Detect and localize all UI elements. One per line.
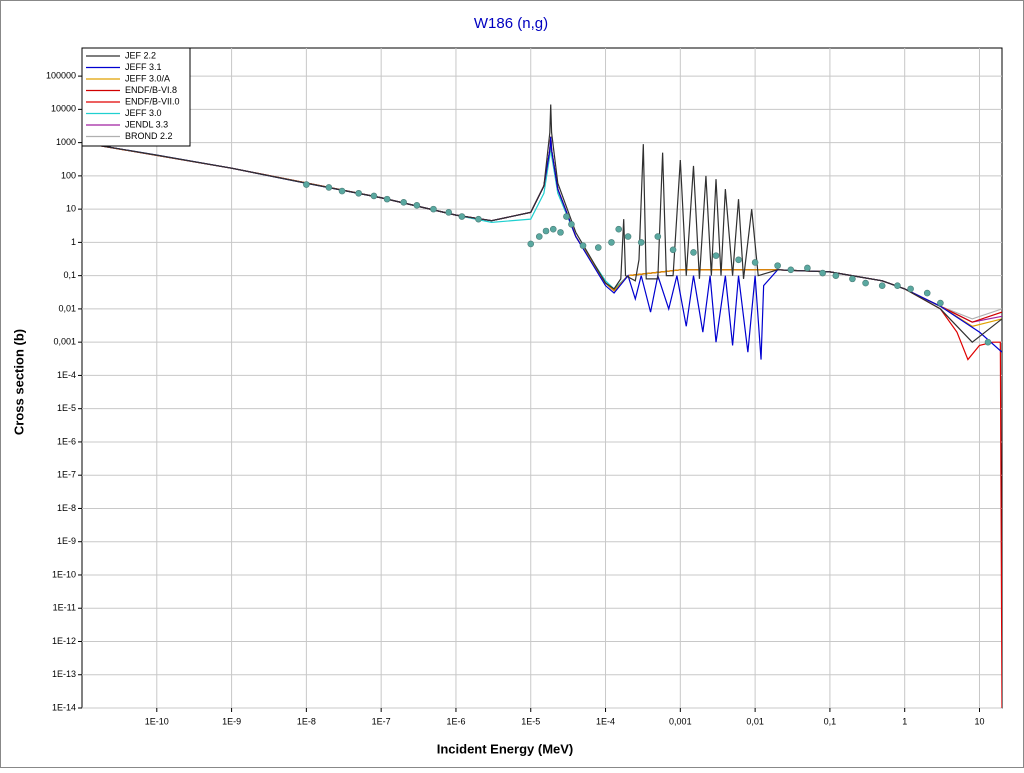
legend-label: ENDF/B-VII.0 (125, 96, 180, 106)
data-marker (804, 264, 811, 272)
x-tick-label: 0,001 (669, 716, 692, 726)
y-tick-label: 100000 (46, 70, 76, 80)
data-marker (819, 269, 826, 277)
x-tick-label: 10 (974, 716, 984, 726)
data-marker (338, 187, 346, 195)
data-marker (637, 239, 645, 246)
x-tick-label: 1E-9 (222, 716, 241, 726)
series-line (82, 104, 1002, 343)
x-tick-label: 0,1 (824, 716, 837, 726)
legend-label: BROND 2.2 (125, 131, 173, 141)
data-marker (413, 202, 421, 209)
data-marker (568, 220, 575, 228)
data-marker (557, 229, 564, 236)
data-marker (527, 240, 535, 248)
y-tick-label: 1E-14 (52, 702, 76, 712)
legend-label: JEFF 3.1 (125, 62, 162, 72)
data-marker (475, 215, 482, 223)
data-marker (400, 199, 407, 206)
y-tick-label: 1000 (56, 137, 76, 147)
data-marker (355, 189, 362, 197)
data-marker (458, 213, 466, 220)
data-marker (370, 192, 378, 200)
y-tick-label: 10000 (51, 104, 76, 114)
data-marker (878, 282, 886, 289)
legend-label: JEF 2.2 (125, 50, 156, 60)
x-axis-label: Incident Energy (MeV) (437, 741, 574, 756)
y-tick-label: 0,001 (53, 337, 76, 347)
data-marker (535, 233, 543, 240)
data-marker (787, 266, 795, 274)
data-marker (445, 209, 453, 216)
y-tick-label: 0,01 (58, 303, 76, 313)
x-tick-label: 1E-6 (446, 716, 465, 726)
y-tick-label: 1E-5 (57, 403, 76, 413)
y-tick-label: 100 (61, 170, 76, 180)
data-marker (563, 213, 570, 220)
data-marker (894, 282, 901, 289)
data-marker (325, 184, 333, 191)
x-tick-label: 1 (902, 716, 907, 726)
y-tick-label: 1E-8 (57, 503, 76, 513)
legend-label: JEFF 3.0 (125, 108, 162, 118)
data-marker (862, 279, 869, 287)
y-tick-label: 1E-4 (57, 370, 76, 380)
y-tick-label: 0,1 (63, 270, 76, 280)
legend-label: ENDF/B-VI.8 (125, 85, 177, 95)
chart-title: W186 (n,g) (474, 15, 548, 32)
data-marker (907, 285, 914, 293)
data-marker (735, 256, 742, 264)
x-tick-label: 1E-5 (521, 716, 540, 726)
x-tick-label: 1E-8 (297, 716, 316, 726)
legend-label: JENDL 3.3 (125, 119, 168, 129)
x-tick-label: 0,01 (746, 716, 764, 726)
data-marker (549, 225, 557, 233)
y-tick-label: 1E-9 (57, 536, 76, 546)
y-axis-label: Cross section (b) (11, 329, 26, 435)
data-marker (669, 246, 677, 254)
data-marker (751, 259, 759, 266)
data-marker (923, 289, 931, 297)
data-marker (654, 233, 662, 240)
x-tick-label: 1E-7 (372, 716, 391, 726)
y-tick-label: 1E-11 (53, 603, 76, 613)
data-marker (383, 195, 391, 203)
y-tick-label: 1E-6 (57, 436, 76, 446)
data-marker (542, 227, 550, 235)
y-tick-label: 1 (71, 237, 76, 247)
data-marker (594, 244, 602, 251)
data-marker (849, 275, 856, 283)
y-tick-label: 10 (66, 204, 76, 214)
data-marker (430, 205, 437, 213)
data-marker (608, 239, 615, 246)
data-marker (303, 181, 310, 188)
x-tick-label: 1E-10 (145, 716, 169, 726)
data-marker (937, 299, 944, 307)
data-marker (984, 338, 992, 346)
data-marker (615, 225, 623, 233)
data-marker (774, 262, 781, 269)
data-marker (832, 272, 840, 279)
y-tick-label: 1E-10 (52, 569, 76, 579)
legend-box (81, 47, 191, 147)
data-marker (690, 249, 697, 256)
legend-label: JEFF 3.0/A (125, 73, 170, 83)
plot-layer (82, 104, 1002, 708)
y-tick-label: 1E-7 (57, 470, 76, 480)
y-tick-label: 1E-12 (52, 636, 76, 646)
data-marker (624, 233, 632, 240)
y-tick-label: 1E-13 (52, 669, 76, 679)
x-tick-label: 1E-4 (596, 716, 615, 726)
plot-area (81, 47, 1003, 709)
data-marker (712, 252, 720, 259)
data-marker (579, 242, 587, 249)
